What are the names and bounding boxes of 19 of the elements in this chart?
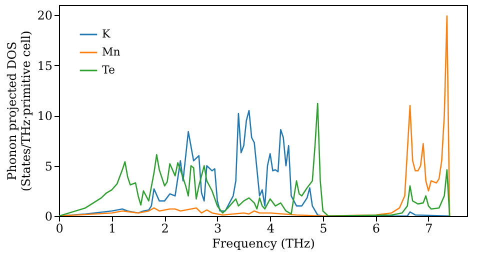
x-tick-label: 3 xyxy=(214,222,222,236)
x-tick-label: 5 xyxy=(320,222,328,236)
y-tick-label: 10 xyxy=(37,109,52,124)
x-tick-label: 2 xyxy=(161,222,169,236)
y-tick-label: 20 xyxy=(37,8,52,23)
y-axis-title: Phonon projected DOS (States/THz·primitive cell) xyxy=(5,30,34,192)
legend-label: Te xyxy=(102,64,115,76)
legend-label: K xyxy=(102,28,111,40)
x-axis-title: Frequency (THz) xyxy=(212,236,315,250)
line-series xyxy=(59,15,450,216)
x-tick-label: 1 xyxy=(108,222,116,236)
legend-label: Mn xyxy=(102,46,120,58)
x-tick-label: 6 xyxy=(372,222,380,236)
x-tick-label: 7 xyxy=(425,222,433,236)
y-tick-label: 5 xyxy=(44,159,52,174)
y-tick-label: 0 xyxy=(44,210,52,224)
x-tick-label: 4 xyxy=(266,222,275,236)
x-tick-label: 0 xyxy=(56,222,64,236)
y-tick-label: 15 xyxy=(37,58,52,73)
